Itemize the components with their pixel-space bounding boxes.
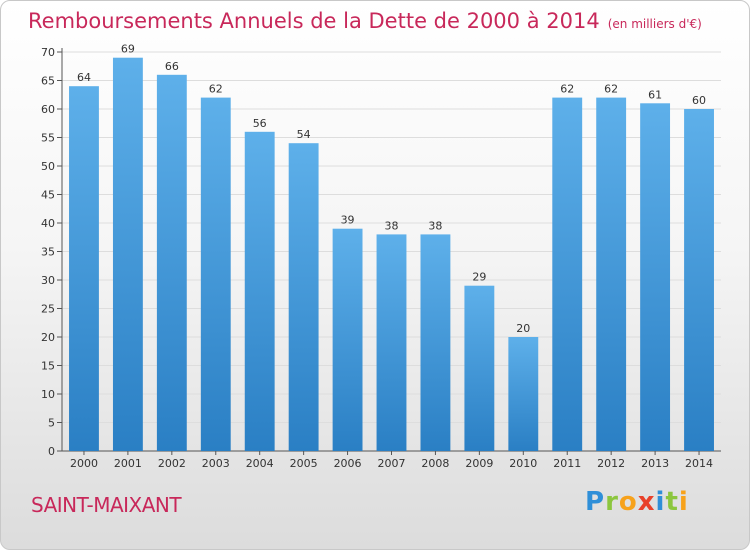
y-tick-label: 55 xyxy=(41,132,55,145)
proxiti-logo[interactable]: Proxiti xyxy=(585,487,689,517)
data-label: 61 xyxy=(648,88,662,101)
bar xyxy=(640,103,671,452)
data-label: 60 xyxy=(692,94,706,107)
bar xyxy=(596,97,627,451)
data-label: 29 xyxy=(472,271,486,284)
chart-title: Remboursements Annuels de la Dette de 20… xyxy=(28,9,702,33)
bar xyxy=(376,234,407,451)
data-label: 69 xyxy=(121,43,135,56)
x-tick-label: 2009 xyxy=(465,457,493,470)
y-tick-label: 60 xyxy=(41,103,55,116)
data-label: 62 xyxy=(560,83,574,96)
data-label: 64 xyxy=(77,71,91,84)
unit-label: (en milliers d'€) xyxy=(607,17,702,31)
bar xyxy=(288,143,319,451)
x-tick-label: 2005 xyxy=(290,457,318,470)
y-tick-label: 45 xyxy=(41,189,55,202)
y-tick-label: 50 xyxy=(41,160,55,173)
y-tick-label: 5 xyxy=(48,417,55,430)
data-label: 39 xyxy=(341,214,355,227)
y-tick-label: 0 xyxy=(48,445,55,458)
data-label: 56 xyxy=(253,117,267,130)
data-label: 62 xyxy=(209,83,223,96)
data-label: 54 xyxy=(297,128,311,141)
x-tick-label: 2010 xyxy=(509,457,537,470)
data-label: 20 xyxy=(516,322,530,335)
y-tick-label: 10 xyxy=(41,388,55,401)
bar xyxy=(200,97,231,451)
x-tick-label: 2011 xyxy=(553,457,581,470)
data-label: 38 xyxy=(385,219,399,232)
y-tick-label: 70 xyxy=(41,46,55,59)
x-tick-label: 2008 xyxy=(421,457,449,470)
x-tick-label: 2002 xyxy=(158,457,186,470)
x-tick-label: 2004 xyxy=(246,457,274,470)
bar xyxy=(464,285,495,451)
data-label: 38 xyxy=(428,219,442,232)
bar xyxy=(112,57,143,451)
bar xyxy=(244,131,275,452)
bar xyxy=(684,109,714,451)
y-tick-label: 30 xyxy=(41,274,55,287)
bar xyxy=(508,337,539,451)
commune-name: SAINT-MAIXANT xyxy=(31,493,182,517)
data-label: 66 xyxy=(165,60,179,73)
y-tick-label: 35 xyxy=(41,246,55,259)
x-tick-label: 2013 xyxy=(641,457,669,470)
y-tick-label: 15 xyxy=(41,360,55,373)
y-tick-label: 25 xyxy=(41,303,55,316)
chart-title-text: Remboursements Annuels de la Dette de 20… xyxy=(28,9,600,33)
bar xyxy=(69,86,99,451)
y-tick-label: 65 xyxy=(41,75,55,88)
x-tick-label: 2006 xyxy=(334,457,362,470)
x-tick-label: 2012 xyxy=(597,457,625,470)
y-tick-label: 40 xyxy=(41,217,55,230)
x-tick-label: 2001 xyxy=(114,457,142,470)
bar xyxy=(156,74,187,452)
x-tick-label: 2007 xyxy=(378,457,406,470)
bar xyxy=(420,234,451,451)
x-tick-label: 2003 xyxy=(202,457,230,470)
data-label: 62 xyxy=(604,83,618,96)
y-tick-label: 20 xyxy=(41,331,55,344)
bar xyxy=(332,228,363,451)
x-tick-label: 2014 xyxy=(685,457,713,470)
bar xyxy=(552,97,583,451)
x-tick-label: 2000 xyxy=(70,457,98,470)
